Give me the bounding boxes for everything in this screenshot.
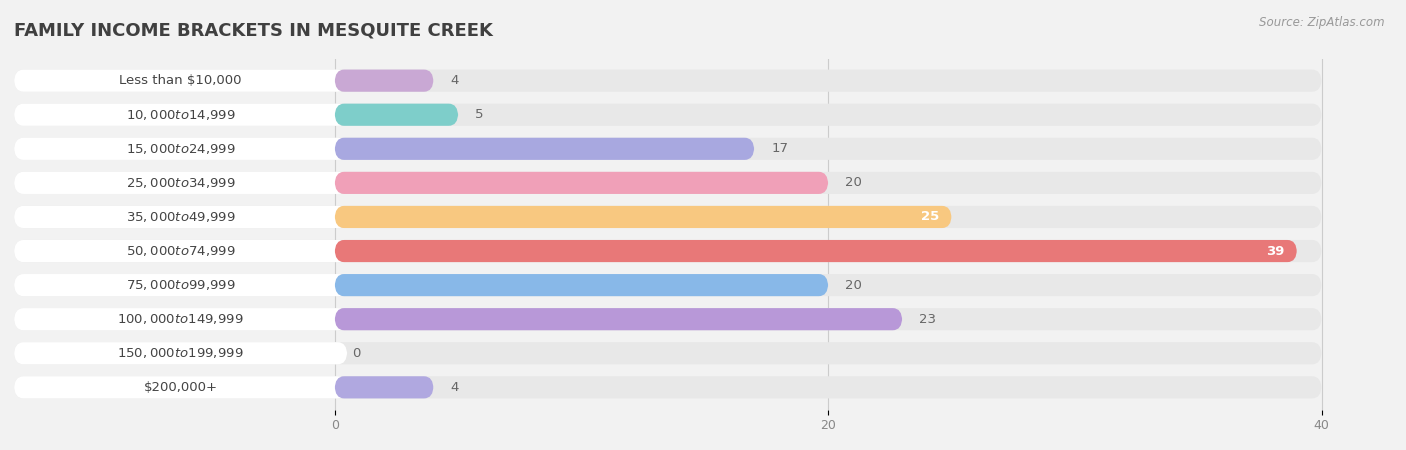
FancyBboxPatch shape	[335, 206, 952, 228]
Text: $200,000+: $200,000+	[143, 381, 218, 394]
FancyBboxPatch shape	[14, 274, 1322, 296]
FancyBboxPatch shape	[14, 138, 347, 160]
FancyBboxPatch shape	[14, 172, 347, 194]
FancyBboxPatch shape	[335, 104, 458, 126]
Text: $15,000 to $24,999: $15,000 to $24,999	[125, 142, 235, 156]
FancyBboxPatch shape	[14, 70, 1322, 92]
FancyBboxPatch shape	[335, 70, 433, 92]
Text: 0: 0	[352, 347, 360, 360]
FancyBboxPatch shape	[14, 376, 347, 398]
Text: Less than $10,000: Less than $10,000	[120, 74, 242, 87]
FancyBboxPatch shape	[14, 274, 347, 296]
Text: $10,000 to $14,999: $10,000 to $14,999	[125, 108, 235, 122]
FancyBboxPatch shape	[335, 172, 828, 194]
Text: $100,000 to $149,999: $100,000 to $149,999	[117, 312, 243, 326]
Text: 25: 25	[921, 211, 939, 224]
FancyBboxPatch shape	[14, 172, 1322, 194]
Text: 5: 5	[475, 108, 484, 121]
Text: 20: 20	[845, 176, 862, 189]
FancyBboxPatch shape	[14, 104, 1322, 126]
Text: $150,000 to $199,999: $150,000 to $199,999	[117, 346, 243, 360]
FancyBboxPatch shape	[335, 308, 903, 330]
FancyBboxPatch shape	[14, 206, 1322, 228]
Text: $50,000 to $74,999: $50,000 to $74,999	[125, 244, 235, 258]
FancyBboxPatch shape	[14, 342, 347, 364]
Text: 4: 4	[451, 74, 460, 87]
FancyBboxPatch shape	[14, 376, 1322, 398]
Text: 23: 23	[920, 313, 936, 326]
Text: $75,000 to $99,999: $75,000 to $99,999	[125, 278, 235, 292]
FancyBboxPatch shape	[14, 70, 347, 92]
FancyBboxPatch shape	[14, 342, 1322, 364]
Text: $35,000 to $49,999: $35,000 to $49,999	[125, 210, 235, 224]
FancyBboxPatch shape	[14, 138, 1322, 160]
FancyBboxPatch shape	[335, 240, 1296, 262]
Text: Source: ZipAtlas.com: Source: ZipAtlas.com	[1260, 16, 1385, 29]
FancyBboxPatch shape	[335, 376, 433, 398]
Text: 17: 17	[772, 142, 789, 155]
Text: 20: 20	[845, 279, 862, 292]
FancyBboxPatch shape	[14, 104, 347, 126]
FancyBboxPatch shape	[14, 240, 1322, 262]
FancyBboxPatch shape	[335, 274, 828, 296]
FancyBboxPatch shape	[14, 308, 1322, 330]
FancyBboxPatch shape	[335, 138, 754, 160]
FancyBboxPatch shape	[14, 308, 347, 330]
Text: 39: 39	[1267, 244, 1285, 257]
FancyBboxPatch shape	[14, 240, 347, 262]
Text: 4: 4	[451, 381, 460, 394]
FancyBboxPatch shape	[14, 206, 347, 228]
Text: $25,000 to $34,999: $25,000 to $34,999	[125, 176, 235, 190]
Text: FAMILY INCOME BRACKETS IN MESQUITE CREEK: FAMILY INCOME BRACKETS IN MESQUITE CREEK	[14, 22, 494, 40]
